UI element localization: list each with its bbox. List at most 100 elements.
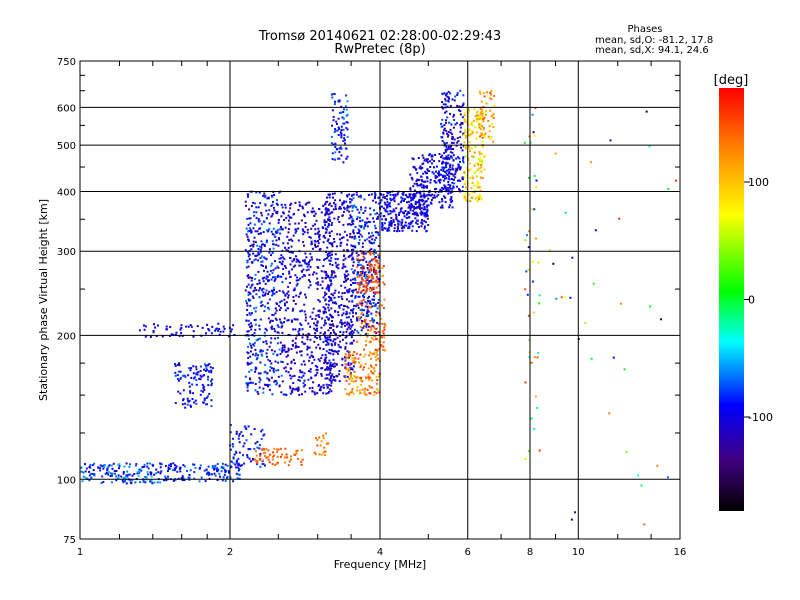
data-point bbox=[479, 128, 482, 131]
data-point bbox=[311, 362, 314, 365]
data-point bbox=[374, 224, 376, 227]
data-point bbox=[281, 260, 284, 263]
data-point bbox=[204, 370, 207, 372]
data-point bbox=[433, 194, 436, 197]
data-point bbox=[397, 226, 399, 229]
data-point bbox=[352, 339, 355, 342]
data-point bbox=[259, 202, 262, 205]
data-point bbox=[442, 103, 445, 106]
data-point bbox=[463, 141, 466, 144]
data-point bbox=[413, 213, 416, 216]
data-point bbox=[373, 327, 376, 330]
data-point bbox=[333, 192, 336, 195]
data-point bbox=[301, 328, 304, 331]
data-point bbox=[449, 166, 452, 169]
data-point bbox=[183, 479, 186, 481]
data-point bbox=[373, 257, 376, 260]
data-point bbox=[431, 171, 434, 174]
data-point bbox=[487, 135, 490, 138]
data-point bbox=[153, 473, 156, 476]
data-point bbox=[483, 95, 486, 98]
data-point bbox=[325, 383, 328, 386]
data-point bbox=[302, 241, 305, 244]
data-point bbox=[295, 452, 298, 455]
data-point bbox=[327, 442, 330, 445]
data-point bbox=[365, 315, 368, 318]
data-point bbox=[468, 134, 471, 137]
data-point bbox=[303, 363, 306, 366]
data-point bbox=[378, 213, 381, 216]
data-point bbox=[292, 307, 295, 310]
data-point bbox=[370, 269, 372, 272]
data-point bbox=[291, 251, 294, 254]
data-point bbox=[395, 218, 398, 220]
data-point bbox=[295, 258, 298, 261]
data-point bbox=[389, 209, 392, 212]
data-point bbox=[328, 359, 331, 362]
data-point bbox=[261, 277, 264, 280]
data-point bbox=[254, 278, 257, 281]
data-point bbox=[384, 227, 387, 230]
data-point bbox=[548, 249, 551, 252]
data-point bbox=[350, 244, 353, 247]
data-point bbox=[375, 259, 378, 262]
data-point bbox=[265, 266, 267, 269]
data-point bbox=[648, 145, 651, 148]
data-point bbox=[278, 384, 281, 387]
data-point bbox=[232, 462, 235, 465]
data-point bbox=[205, 364, 207, 367]
data-point bbox=[267, 449, 270, 452]
data-point bbox=[247, 291, 250, 294]
data-point bbox=[258, 324, 261, 327]
data-point bbox=[290, 455, 293, 458]
data-point bbox=[346, 375, 349, 378]
data-point bbox=[353, 204, 356, 207]
data-point bbox=[102, 467, 105, 470]
data-point bbox=[424, 212, 427, 215]
data-point bbox=[251, 312, 253, 315]
data-point bbox=[449, 165, 451, 167]
data-point bbox=[310, 210, 313, 213]
data-point bbox=[420, 199, 423, 202]
data-point bbox=[478, 118, 481, 120]
data-point bbox=[280, 275, 283, 278]
data-point bbox=[569, 296, 572, 299]
data-point bbox=[387, 202, 390, 205]
data-point bbox=[411, 213, 414, 216]
data-point bbox=[477, 158, 480, 161]
data-point bbox=[285, 370, 288, 373]
data-point bbox=[366, 305, 369, 308]
data-point bbox=[238, 433, 241, 435]
data-point bbox=[492, 113, 495, 116]
data-point bbox=[319, 331, 322, 334]
data-point bbox=[332, 276, 335, 279]
data-point bbox=[267, 358, 270, 361]
data-point bbox=[246, 250, 249, 253]
data-point bbox=[324, 337, 327, 340]
data-point bbox=[155, 472, 158, 475]
data-point bbox=[354, 236, 357, 239]
data-point bbox=[337, 352, 339, 355]
data-point bbox=[310, 376, 313, 379]
data-point bbox=[238, 468, 241, 470]
data-point bbox=[287, 354, 289, 357]
data-point bbox=[403, 224, 406, 227]
data-point bbox=[555, 297, 558, 300]
data-point bbox=[359, 281, 362, 284]
data-point bbox=[319, 387, 322, 390]
data-point bbox=[346, 155, 349, 158]
data-point bbox=[535, 237, 537, 240]
data-point bbox=[367, 268, 370, 271]
data-point bbox=[322, 451, 325, 454]
data-point bbox=[207, 384, 210, 387]
data-point bbox=[313, 214, 316, 217]
data-point bbox=[303, 310, 306, 313]
data-point bbox=[378, 375, 381, 378]
data-point bbox=[126, 473, 129, 476]
data-point bbox=[316, 232, 319, 235]
data-point bbox=[372, 319, 374, 322]
data-point bbox=[338, 147, 341, 150]
data-point bbox=[205, 368, 208, 371]
data-point bbox=[289, 385, 292, 388]
data-point bbox=[328, 300, 330, 303]
